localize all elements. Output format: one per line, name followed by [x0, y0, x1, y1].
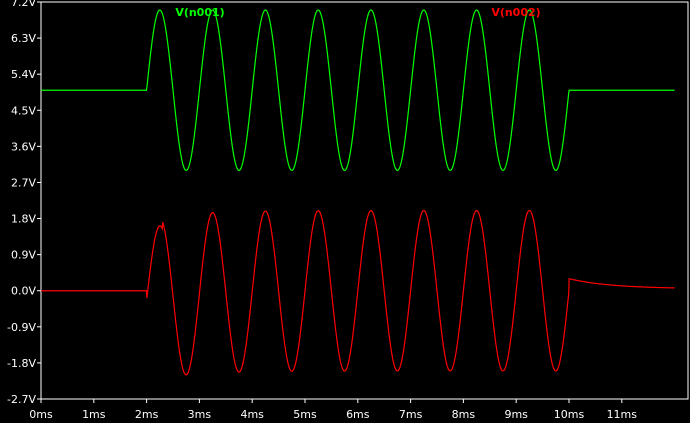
x-tick-label: 9ms [504, 408, 528, 421]
y-tick-label: 6.3V [11, 32, 36, 45]
y-tick-label: 1.8V [11, 213, 36, 226]
x-tick-label: 2ms [135, 408, 159, 421]
x-tick-label: 6ms [346, 408, 370, 421]
x-tick-label: 11ms [607, 408, 638, 421]
y-axis: 7.2V 6.3V 5.4V 4.5V 3.6V 2.7V 1.8V 0.9V 0.0V -0.9… [7, 0, 41, 406]
y-tick-label: 2.7V [11, 176, 36, 189]
x-tick-label: 3ms [188, 408, 212, 421]
trace-vn002 [41, 209, 675, 376]
x-axis: 0ms 1ms 2ms 3ms 4ms 5ms 6ms 7ms 8ms 9ms 10ms 11ms [29, 399, 637, 421]
y-tick-label: 5.4V [11, 68, 36, 81]
traces [41, 9, 675, 376]
x-tick-label: 7ms [399, 408, 423, 421]
y-tick-label: 3.6V [11, 140, 36, 153]
y-tick-label: 4.5V [11, 104, 36, 117]
trace-vn001 [41, 9, 675, 172]
trace-title-n002[interactable]: V(n002) [491, 6, 540, 19]
y-tick-label: -2.7V [7, 393, 36, 406]
x-tick-label: 5ms [293, 408, 317, 421]
x-tick-label: 8ms [452, 408, 476, 421]
trace-title-n001[interactable]: V(n001) [175, 6, 224, 19]
y-tick-label: 7.2V [11, 0, 36, 9]
y-tick-label: -1.8V [7, 357, 36, 370]
plot-frame [40, 1, 689, 400]
x-tick-label: 1ms [82, 408, 106, 421]
y-tick-label: 0.0V [11, 285, 36, 298]
x-tick-label: 4ms [240, 408, 264, 421]
x-tick-label: 0ms [29, 408, 53, 421]
y-tick-label: -0.9V [7, 321, 36, 334]
x-tick-label: 10ms [554, 408, 585, 421]
y-tick-label: 0.9V [11, 249, 36, 262]
